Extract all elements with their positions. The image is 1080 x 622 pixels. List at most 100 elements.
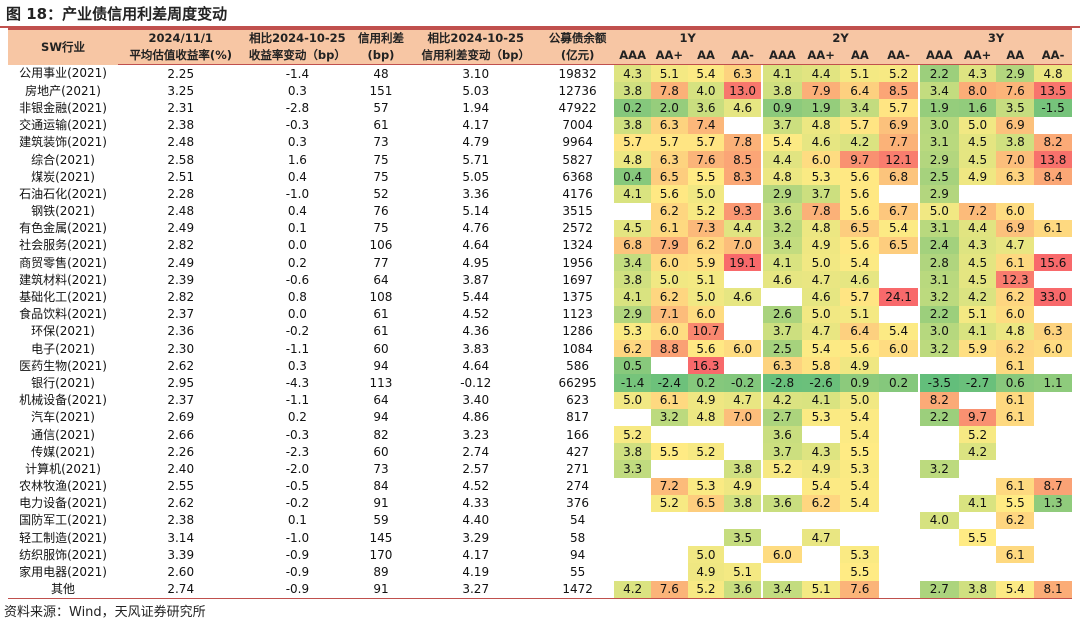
industry-name: 纺织服饰(2021) bbox=[19, 547, 107, 562]
heat-cell bbox=[1034, 546, 1072, 563]
heat-cell: 0.9 bbox=[840, 374, 880, 392]
group-header-2y: 2Y bbox=[763, 28, 918, 47]
group-gap bbox=[761, 168, 764, 186]
bond-balance: 7004 bbox=[562, 118, 593, 133]
heat-cell: 5.4 bbox=[879, 322, 918, 340]
heat-cell: 2.9 bbox=[919, 185, 959, 203]
heat-cell: 13.0 bbox=[724, 82, 762, 100]
heat-cell: 3.8 bbox=[614, 443, 651, 461]
heat-cell: 6.0 bbox=[650, 322, 688, 340]
heat-cell: 4.9 bbox=[687, 391, 725, 409]
table-row: 电力设备(2021) 2.62 -0.2 91 4.33 376 5.2 6.5 3.8 3.6 6… bbox=[8, 494, 1072, 512]
group-gap bbox=[917, 219, 920, 237]
heat-cell: 8.5 bbox=[879, 82, 918, 100]
heat-cell: 4.3 bbox=[958, 64, 997, 83]
credit-spread: 61 bbox=[373, 324, 389, 339]
group-gap bbox=[917, 511, 920, 530]
heat-cell: 3.0 bbox=[919, 116, 959, 134]
heat-cell: 3.7 bbox=[763, 443, 802, 461]
heat-cell: 6.2 bbox=[996, 511, 1035, 530]
credit-spread: 82 bbox=[373, 427, 389, 442]
heat-cell: 4.6 bbox=[840, 271, 880, 289]
heat-cell: 5.2 bbox=[687, 580, 725, 599]
heat-cell: 5.1 bbox=[650, 64, 688, 83]
spread-change: 4.52 bbox=[462, 479, 490, 494]
heat-cell: 8.1 bbox=[1034, 580, 1072, 599]
heat-cell: 5.2 bbox=[958, 425, 997, 444]
heat-cell bbox=[920, 495, 959, 512]
heat-cell: 5.8 bbox=[801, 357, 841, 375]
heat-cell: 7.2 bbox=[958, 202, 997, 220]
heat-cell bbox=[688, 460, 725, 477]
heat-cell: 2.9 bbox=[919, 150, 959, 169]
credit-spread: 91 bbox=[351, 580, 411, 599]
heat-cell: 6.5 bbox=[840, 219, 880, 237]
heat-cell bbox=[959, 392, 997, 409]
source-note: 资料来源：Wind，天风证券研究所 bbox=[4, 605, 206, 620]
heat-cell bbox=[614, 529, 651, 546]
heat-cell bbox=[920, 563, 959, 580]
yield-change: -0.5 bbox=[285, 479, 310, 494]
heat-cell bbox=[879, 185, 918, 202]
group-gap bbox=[917, 133, 920, 151]
heat-cell: 6.9 bbox=[996, 219, 1035, 237]
heat-cell: 4.5 bbox=[614, 219, 651, 237]
yield-change: 0.8 bbox=[287, 290, 307, 305]
heat-cell: 5.5 bbox=[840, 443, 880, 461]
heat-cell: 4.3 bbox=[614, 64, 651, 83]
group-gap bbox=[761, 477, 764, 495]
group-gap bbox=[761, 511, 764, 530]
avg-yield: 2.82 bbox=[167, 290, 195, 305]
yield-change: 0.3 bbox=[287, 358, 307, 373]
spread-change: 3.40 bbox=[462, 393, 490, 408]
bond-balance: 271 bbox=[566, 461, 590, 476]
heat-cell: 0.2 bbox=[687, 374, 725, 392]
heat-cell bbox=[688, 426, 725, 443]
heat-cell: 3.6 bbox=[687, 99, 725, 117]
heat-cell bbox=[1034, 443, 1072, 460]
spread-change: 4.33 bbox=[462, 496, 490, 511]
heat-cell: 4.2 bbox=[958, 288, 997, 306]
heat-cell: 8.5 bbox=[724, 150, 762, 169]
table-row: 银行(2021) 2.95 -4.3 113 -0.12 66295 -1.4 -2.4 0.2… bbox=[8, 374, 1072, 392]
heat-cell: -0.2 bbox=[724, 374, 762, 392]
heat-cell: 7.6 bbox=[687, 150, 725, 169]
heat-cell: 6.2 bbox=[687, 236, 725, 255]
heat-cell bbox=[959, 357, 997, 374]
heat-cell: 5.4 bbox=[840, 425, 880, 444]
balance-header: 公募债余额 bbox=[540, 28, 615, 47]
heat-cell: 6.0 bbox=[996, 202, 1035, 220]
heat-cell: 3.2 bbox=[919, 340, 959, 358]
heat-cell: 1.6 bbox=[958, 99, 997, 117]
heat-cell: 2.7 bbox=[763, 408, 802, 426]
heat-cell: 6.2 bbox=[650, 202, 688, 220]
heat-cell: 33.0 bbox=[1034, 288, 1072, 306]
yield-change: 0.2 bbox=[287, 410, 307, 425]
spread-change: 3.29 bbox=[462, 530, 490, 545]
heat-cell: 6.1 bbox=[650, 219, 688, 237]
bond-balance: 5827 bbox=[562, 152, 593, 167]
heat-cell: 2.9 bbox=[996, 64, 1035, 83]
heat-cell: 3.6 bbox=[763, 202, 802, 220]
heat-cell bbox=[879, 271, 918, 288]
heat-cell: -2.7 bbox=[958, 374, 997, 392]
yield-change: -2.0 bbox=[285, 461, 310, 476]
spread-change: 5.44 bbox=[462, 290, 490, 305]
heat-cell: 5.4 bbox=[801, 340, 841, 358]
credit-spread: 60 bbox=[373, 341, 389, 356]
rating-header: AA- bbox=[879, 47, 918, 65]
credit-spread: 84 bbox=[373, 479, 389, 494]
heat-cell bbox=[1034, 392, 1072, 409]
heat-cell: 2.2 bbox=[919, 64, 959, 83]
heat-cell: 6.2 bbox=[996, 288, 1035, 306]
group-gap bbox=[917, 202, 920, 220]
rating-header: AA- bbox=[1034, 47, 1072, 65]
heat-cell bbox=[763, 512, 802, 529]
heat-cell: 7.8 bbox=[650, 82, 688, 100]
heat-cell: 4.7 bbox=[996, 236, 1035, 255]
heat-cell: 3.4 bbox=[614, 254, 651, 272]
group-gap bbox=[761, 443, 764, 461]
heat-cell: 8.4 bbox=[1034, 168, 1072, 186]
heat-cell bbox=[920, 478, 959, 495]
heat-cell bbox=[651, 357, 688, 374]
